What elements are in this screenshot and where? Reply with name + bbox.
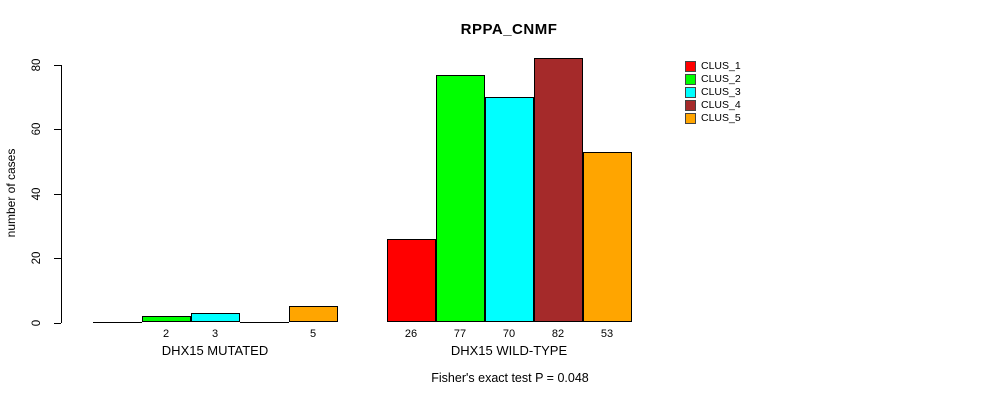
- y-axis-title: number of cases: [4, 148, 18, 238]
- legend-swatch-clus_2: [685, 74, 696, 85]
- legend-swatch-clus_5: [685, 113, 696, 124]
- y-tick-mark: [54, 322, 61, 324]
- bar-clus-5-dhx15-wild-type: [582, 151, 632, 323]
- bar-clus-2-dhx15-mutated: [141, 316, 191, 323]
- bar-clus-5-dhx15-mutated: [288, 306, 338, 323]
- bar-value-label-clus-3-dhx15-wild-type: 70: [502, 328, 516, 340]
- legend-label-clus_5: CLUS_5: [701, 112, 741, 124]
- bar-value-label-clus-2-dhx15-mutated: 2: [162, 328, 170, 340]
- bar-clus-4-dhx15-wild-type: [533, 58, 583, 323]
- legend-item-clus_4: CLUS_4: [685, 99, 741, 112]
- bar-clus-4-dhx15-mutated: [239, 321, 289, 323]
- y-tick-label: 60: [31, 122, 43, 136]
- bar-clus-3-dhx15-wild-type: [484, 97, 534, 323]
- legend-item-clus_3: CLUS_3: [685, 86, 741, 99]
- bar-value-label-clus-5-dhx15-wild-type: 53: [600, 328, 614, 340]
- y-tick-mark: [54, 193, 61, 195]
- legend-swatch-clus_3: [685, 87, 696, 98]
- legend-swatch-clus_4: [685, 100, 696, 111]
- bar-value-label-clus-5-dhx15-mutated: 5: [309, 328, 317, 340]
- legend-label-clus_2: CLUS_2: [701, 73, 741, 85]
- bar-value-label-clus-4-dhx15-wild-type: 82: [551, 328, 565, 340]
- legend-label-clus_4: CLUS_4: [701, 99, 741, 111]
- chart-title: RPPA_CNMF: [460, 21, 558, 38]
- y-axis-line: [61, 64, 62, 323]
- y-tick-mark: [54, 64, 61, 66]
- group-label-dhx15-mutated: DHX15 MUTATED: [161, 343, 269, 358]
- legend-swatch-clus_1: [685, 61, 696, 72]
- legend-label-clus_1: CLUS_1: [701, 60, 741, 72]
- bar-clus-2-dhx15-wild-type: [435, 74, 485, 323]
- fisher-test-annotation: Fisher's exact test P = 0.048: [431, 371, 589, 385]
- bar-clus-3-dhx15-mutated: [190, 312, 240, 323]
- legend-label-clus_3: CLUS_3: [701, 86, 741, 98]
- legend-item-clus_2: CLUS_2: [685, 73, 741, 86]
- bar-value-label-clus-1-dhx15-wild-type: 26: [404, 328, 418, 340]
- y-tick-label: 80: [31, 58, 43, 72]
- bar-value-label-clus-3-dhx15-mutated: 3: [211, 328, 219, 340]
- y-tick-mark: [54, 129, 61, 131]
- legend-item-clus_5: CLUS_5: [685, 112, 741, 125]
- bar-value-label-clus-2-dhx15-wild-type: 77: [453, 328, 467, 340]
- y-tick-label: 0: [31, 319, 43, 326]
- bar-clus-1-dhx15-wild-type: [386, 238, 436, 323]
- group-label-dhx15-wild-type: DHX15 WILD-TYPE: [450, 343, 568, 358]
- y-tick-label: 20: [31, 251, 43, 265]
- bar-clus-1-dhx15-mutated: [92, 321, 142, 323]
- y-tick-label: 40: [31, 187, 43, 201]
- legend-item-clus_1: CLUS_1: [685, 60, 741, 73]
- y-tick-mark: [54, 258, 61, 260]
